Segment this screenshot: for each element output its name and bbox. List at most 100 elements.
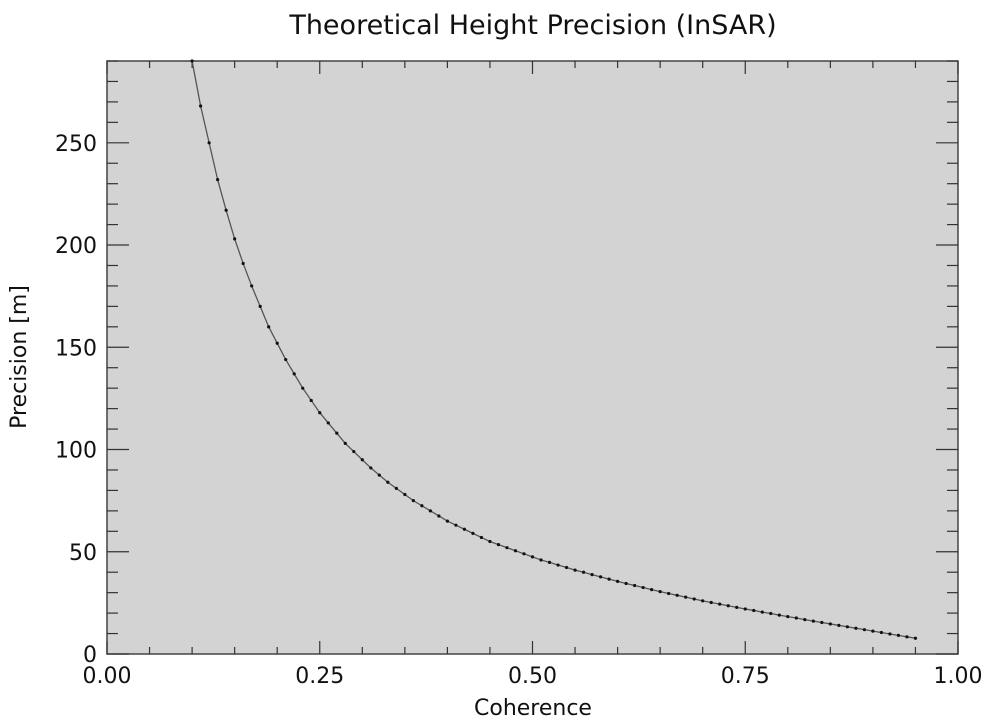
data-point xyxy=(854,626,858,630)
data-point xyxy=(675,593,679,597)
data-point xyxy=(667,591,671,596)
data-point xyxy=(547,560,552,564)
data-point xyxy=(513,549,518,553)
data-point xyxy=(862,628,866,632)
data-point xyxy=(556,563,560,567)
data-point xyxy=(462,527,467,531)
data-point xyxy=(743,607,747,611)
data-point xyxy=(505,546,509,550)
y-tick-label: 250 xyxy=(55,132,97,157)
data-point xyxy=(267,325,271,329)
data-point xyxy=(377,473,381,477)
y-tick-label: 200 xyxy=(55,234,97,259)
data-point xyxy=(352,449,356,454)
y-tick-label: 50 xyxy=(69,541,97,566)
data-point xyxy=(207,141,211,145)
data-point xyxy=(275,341,279,345)
data-point xyxy=(318,411,322,415)
data-point xyxy=(607,577,611,581)
data-point xyxy=(309,398,313,403)
axis-ticks xyxy=(106,60,959,655)
data-point xyxy=(811,619,815,623)
plot-area xyxy=(106,60,959,655)
data-point xyxy=(301,386,305,390)
data-point xyxy=(539,558,543,562)
data-point xyxy=(216,178,220,182)
x-axis-label: Coherence xyxy=(474,696,592,721)
data-point xyxy=(394,486,398,490)
data-point xyxy=(879,630,884,635)
data-point xyxy=(437,514,441,518)
data-point xyxy=(258,304,262,308)
data-point xyxy=(343,441,347,445)
data-point xyxy=(326,421,330,425)
data-point xyxy=(905,635,909,639)
data-point xyxy=(530,555,535,559)
data-point xyxy=(199,104,203,108)
data-point xyxy=(233,237,237,241)
y-tick-label: 0 xyxy=(83,643,97,668)
y-tick-label: 100 xyxy=(55,439,97,464)
x-tick-label: 0.25 xyxy=(295,664,344,689)
data-point xyxy=(386,480,390,484)
data-point xyxy=(624,581,628,586)
data-point xyxy=(692,597,696,601)
data-points xyxy=(190,59,918,640)
data-point xyxy=(471,531,475,535)
data-point xyxy=(896,633,901,637)
axis-tick-labels: 0.00 0.25 0.50 0.75 1.00 0 50 100 150 200 250 xyxy=(55,132,982,689)
data-point xyxy=(752,608,756,613)
data-point xyxy=(335,431,339,435)
data-point xyxy=(871,629,875,633)
data-point xyxy=(496,543,501,547)
x-tick-label: 0.50 xyxy=(508,664,557,689)
data-point xyxy=(250,284,254,288)
data-point xyxy=(803,618,807,622)
data-point xyxy=(224,208,228,212)
chart-title: Theoretical Height Precision (InSAR) xyxy=(288,10,776,41)
data-point xyxy=(684,595,688,599)
data-point xyxy=(641,585,645,590)
data-point xyxy=(735,605,739,609)
data-point xyxy=(598,575,603,579)
data-point xyxy=(837,623,841,627)
data-point xyxy=(794,616,798,620)
data-point xyxy=(488,539,492,544)
data-point xyxy=(241,261,245,266)
data-point xyxy=(428,509,432,513)
data-point xyxy=(564,565,569,570)
data-point xyxy=(888,632,892,636)
data-point xyxy=(284,357,288,362)
data-point xyxy=(420,504,424,508)
data-point xyxy=(292,372,296,376)
data-point xyxy=(718,602,722,606)
data-point xyxy=(445,519,449,523)
data-point xyxy=(658,590,662,594)
data-point xyxy=(786,614,790,619)
x-tick-label: 0.75 xyxy=(721,664,770,689)
data-point xyxy=(190,59,194,63)
data-point xyxy=(369,466,373,470)
data-point xyxy=(590,573,594,577)
data-point xyxy=(701,599,705,603)
data-point xyxy=(820,620,824,625)
data-point xyxy=(828,622,832,626)
data-point xyxy=(573,568,577,572)
data-point xyxy=(522,552,526,556)
data-point xyxy=(633,583,637,588)
data-point xyxy=(777,613,781,617)
data-point xyxy=(581,570,586,574)
data-point xyxy=(454,523,458,527)
data-point xyxy=(760,610,764,614)
y-tick-label: 150 xyxy=(55,336,97,361)
data-point xyxy=(913,636,918,640)
data-point xyxy=(769,611,773,616)
x-tick-label: 0.00 xyxy=(83,664,132,689)
data-point xyxy=(411,499,415,503)
data-point xyxy=(479,535,484,540)
data-point xyxy=(616,579,620,584)
y-axis-label: Precision [m] xyxy=(7,285,32,429)
data-point xyxy=(360,458,364,462)
data-point xyxy=(709,600,713,605)
